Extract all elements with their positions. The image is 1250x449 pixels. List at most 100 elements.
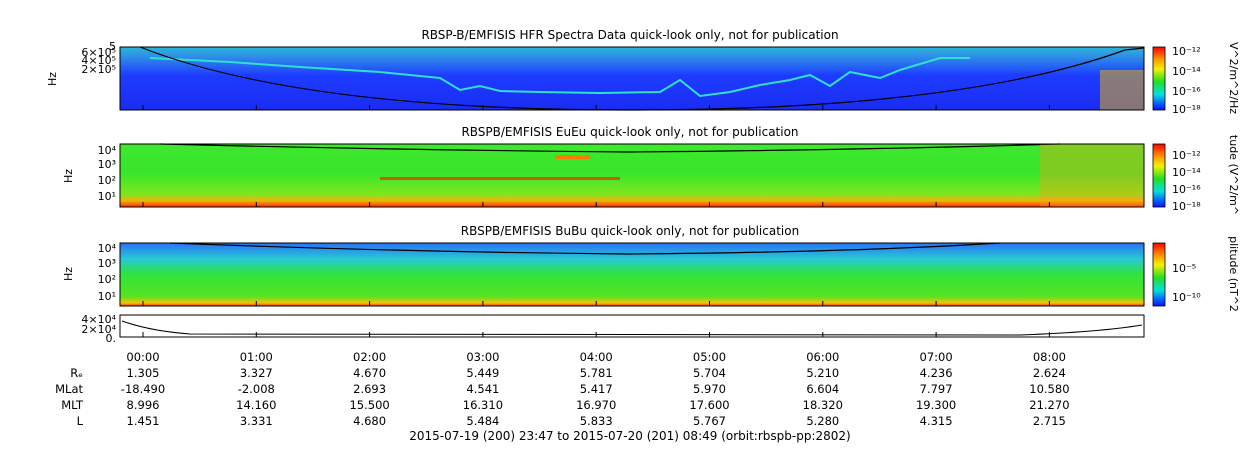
panel-hfr-burst [1100, 70, 1144, 110]
ephemeris-value: 5.970 [693, 382, 726, 396]
ephemeris-value: 4.315 [920, 414, 953, 428]
time-label: 00:00 [126, 350, 159, 364]
ephemeris-value: 5.833 [580, 414, 613, 428]
time-label: 04:00 [580, 350, 613, 364]
panel-hfr-yticks: 5 6×10⁵ 4×10⁵ 2×10⁵ [81, 40, 116, 76]
time-label: 08:00 [1033, 350, 1066, 364]
panel-eueu-frame [119, 143, 1145, 208]
ephemeris-row-label: L [77, 414, 84, 428]
ephemeris-value: -18.490 [121, 382, 165, 396]
panel-line-yticks: 4×10⁴ 2×10⁴ 0. [81, 313, 116, 345]
time-label: 06:00 [806, 350, 839, 364]
panel-bubu-ylabel: Hz [62, 267, 75, 281]
ephemeris-value: 8.996 [127, 398, 160, 412]
panel-eueu-yticks: 10⁴ 10³ 10² 10¹ [98, 144, 117, 203]
ephemeris-value: 4.680 [353, 414, 386, 428]
ephemeris-value: 3.331 [240, 414, 273, 428]
ephemeris-value: 5.417 [580, 382, 613, 396]
ephemeris-value: 5.280 [806, 414, 839, 428]
hfr-ytick-1: 6×10⁵ [81, 46, 116, 59]
ephemeris-row-label: Rₑ [70, 366, 83, 380]
line-ytick-1: 2×10⁴ [81, 323, 116, 336]
ephemeris-value: 2.624 [1033, 366, 1066, 380]
panel-eueu-band [555, 155, 590, 159]
ephemeris-value: 5.704 [693, 366, 726, 380]
panel-eueu-orbit-curve [159, 143, 1061, 153]
ephemeris-value: 1.305 [127, 366, 160, 380]
panel-bubu-colorbar-label: plitude (nT^2 [1227, 236, 1240, 312]
eueu-ytick-3: 10¹ [98, 190, 116, 203]
hfr-ytick-0: 5 [109, 40, 116, 53]
panel-eueu-colorbar-label: tude (V^2/m^ [1227, 135, 1240, 215]
eueu-ytick-1: 10³ [98, 158, 116, 171]
footer-time-range: 2015-07-19 (200) 23:47 to 2015-07-20 (20… [409, 429, 850, 443]
panel-eueu-band-2 [380, 177, 620, 180]
panel-eueu-spectrogram [120, 144, 1144, 207]
panel-eueu-ylabel: Hz [62, 169, 75, 183]
panel-hfr-colorbar-ticks: 10⁻¹² 10⁻¹⁴ 10⁻¹⁶ 10⁻¹⁸ [1172, 45, 1201, 116]
bubu-ytick-1: 10³ [98, 257, 116, 270]
ephemeris-value: 18.320 [803, 398, 843, 412]
ephemeris-value: 19.300 [916, 398, 956, 412]
hfr-ytick-3: 2×10⁵ [81, 63, 116, 76]
panel-hfr-spectrogram [120, 47, 1144, 110]
bubu-ytick-2: 10² [98, 273, 116, 286]
ephemeris-value: 1.451 [127, 414, 160, 428]
ephemeris-value: 17.600 [689, 398, 729, 412]
bubu-cb-tick-0: 10⁻⁵ [1172, 262, 1196, 275]
time-axis: 00:00 01:00 02:00 03:00 04:00 05:00 06:00 07:00… [126, 350, 1066, 364]
ephemeris-value: 10.580 [1029, 382, 1069, 396]
ephemeris-value: 5.210 [806, 366, 839, 380]
hfr-ytick-2: 4×10⁵ [81, 54, 116, 67]
panel-line-series [121, 320, 1143, 336]
panel-bubu-orbit-curve [169, 242, 1001, 255]
panel-hfr-title: RBSP-B/EMFISIS HFR Spectra Data quick-lo… [421, 28, 838, 42]
ephemeris-value: 21.270 [1029, 398, 1069, 412]
time-label: 03:00 [466, 350, 499, 364]
bubu-ytick-3: 10¹ [98, 290, 116, 303]
hfr-cb-tick-0: 10⁻¹² [1172, 45, 1201, 58]
ephemeris-value: 2.715 [1033, 414, 1066, 428]
bubu-cb-tick-1: 10⁻¹⁰ [1172, 291, 1201, 304]
ephemeris-value: 16.970 [576, 398, 616, 412]
ephemeris-value: 5.484 [466, 414, 499, 428]
ephemeris-value: 14.160 [236, 398, 276, 412]
panel-hfr-frame [119, 46, 1145, 111]
panel-hfr-plasma-trace [149, 57, 970, 98]
ephemeris-value: 5.449 [466, 366, 499, 380]
panel-hfr: RBSP-B/EMFISIS HFR Spectra Data quick-lo… [46, 28, 1240, 116]
panel-line-plot-area [119, 314, 1145, 338]
ephemeris-value: 2.693 [353, 382, 386, 396]
hfr-cb-tick-1: 10⁻¹⁴ [1172, 65, 1201, 78]
panel-bubu-colorbar-ticks: 10⁻⁵ 10⁻¹⁰ [1172, 262, 1201, 304]
ephemeris-value: 6.604 [806, 382, 839, 396]
ephemeris-row-label: MLat [55, 382, 83, 396]
eueu-ytick-2: 10² [98, 174, 116, 187]
line-ytick-0: 4×10⁴ [81, 313, 116, 326]
eueu-cb-tick-3: 10⁻¹⁸ [1172, 200, 1201, 213]
time-label: 05:00 [693, 350, 726, 364]
panel-hfr-colorbar-label: V^2/m^2/Hz [1227, 42, 1240, 114]
panel-bubu-colorbar [1152, 242, 1166, 307]
ephemeris-row-label: MLT [61, 398, 84, 412]
ephemeris-value: 5.767 [693, 414, 726, 428]
panel-bubu-frame [119, 242, 1145, 307]
eueu-cb-tick-2: 10⁻¹⁶ [1172, 183, 1201, 196]
ephemeris-value: 4.236 [920, 366, 953, 380]
panel-eueu-colorbar-ticks: 10⁻¹² 10⁻¹⁴ 10⁻¹⁶ 10⁻¹⁸ [1172, 149, 1201, 213]
panel-line: 4×10⁴ 2×10⁴ 0. [81, 313, 1145, 345]
eueu-cb-tick-0: 10⁻¹² [1172, 149, 1201, 162]
ephemeris-value: 3.327 [240, 366, 273, 380]
panel-bubu-spectrogram [120, 243, 1144, 306]
time-label: 02:00 [353, 350, 386, 364]
ephemeris-value: 5.781 [580, 366, 613, 380]
ephemeris-table: Rₑ 1.305 3.327 4.670 5.449 5.781 5.704 5.210 4.2… [55, 366, 1069, 428]
panel-hfr-colorbar [1152, 46, 1166, 111]
time-label: 01:00 [240, 350, 273, 364]
line-ytick-2: 0. [106, 332, 117, 345]
ephemeris-value: 16.310 [463, 398, 503, 412]
time-label: 07:00 [920, 350, 953, 364]
hfr-cb-tick-3: 10⁻¹⁸ [1172, 103, 1201, 116]
panel-eueu: RBSPB/EMFISIS EuEu quick-look only, not … [62, 125, 1240, 215]
